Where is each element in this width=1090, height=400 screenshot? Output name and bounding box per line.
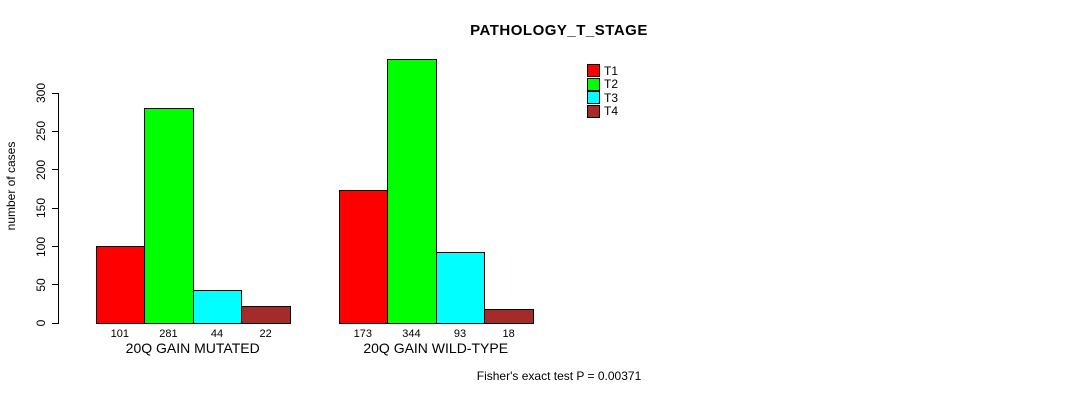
fisher-test-annotation: Fisher's exact test P = 0.00371 xyxy=(476,369,642,383)
y-axis xyxy=(58,93,59,324)
group-label: 20Q GAIN WILD-TYPE xyxy=(363,340,509,356)
y-tick-mark xyxy=(51,169,59,171)
bar-t2-group1 xyxy=(144,107,194,325)
legend-label: T2 xyxy=(604,77,619,91)
bar-t1-group2 xyxy=(338,190,389,325)
bar-t4-group1 xyxy=(241,306,291,325)
legend-swatch-t2 xyxy=(587,77,600,91)
legend-swatch-t1 xyxy=(587,64,600,77)
legend-label: T4 xyxy=(604,104,619,118)
bar-value-label: 93 xyxy=(453,328,467,340)
legend-label: T3 xyxy=(604,90,619,105)
bar-t4-group2 xyxy=(484,309,534,325)
y-axis-label: number of cases xyxy=(4,141,18,231)
bar-value-label: 18 xyxy=(502,328,515,340)
y-tick-label: 0 xyxy=(34,319,48,327)
bar-value-label: 281 xyxy=(159,328,178,340)
y-tick-mark xyxy=(51,246,59,248)
bar-value-label: 344 xyxy=(402,328,421,340)
bar-t2-group2 xyxy=(387,59,437,325)
bar-t3-group1 xyxy=(192,289,243,325)
group-label: 20Q GAIN MUTATED xyxy=(125,340,260,356)
y-tick-mark xyxy=(51,322,59,324)
bar-t3-group2 xyxy=(435,251,486,325)
y-tick-mark xyxy=(51,92,59,94)
bar-t1-group1 xyxy=(95,245,146,325)
y-tick-mark xyxy=(51,207,59,209)
legend-swatch-t3 xyxy=(587,91,600,104)
chart-title: PATHOLOGY_T_STAGE xyxy=(470,22,648,39)
legend-swatch-t4 xyxy=(587,104,600,118)
bar-value-label: 22 xyxy=(259,328,272,340)
y-tick-mark xyxy=(51,284,59,286)
y-tick-mark xyxy=(51,130,59,132)
bar-value-label: 44 xyxy=(210,328,224,340)
y-tick-label: 150 xyxy=(34,198,48,219)
bar-value-label: 173 xyxy=(353,328,372,340)
y-tick-label: 100 xyxy=(34,236,48,257)
y-tick-label: 250 xyxy=(34,121,48,142)
legend-label: T1 xyxy=(604,63,619,78)
y-tick-label: 50 xyxy=(34,278,48,292)
y-tick-label: 200 xyxy=(34,159,48,180)
bar-value-label: 101 xyxy=(110,328,129,340)
y-tick-label: 300 xyxy=(34,82,48,104)
